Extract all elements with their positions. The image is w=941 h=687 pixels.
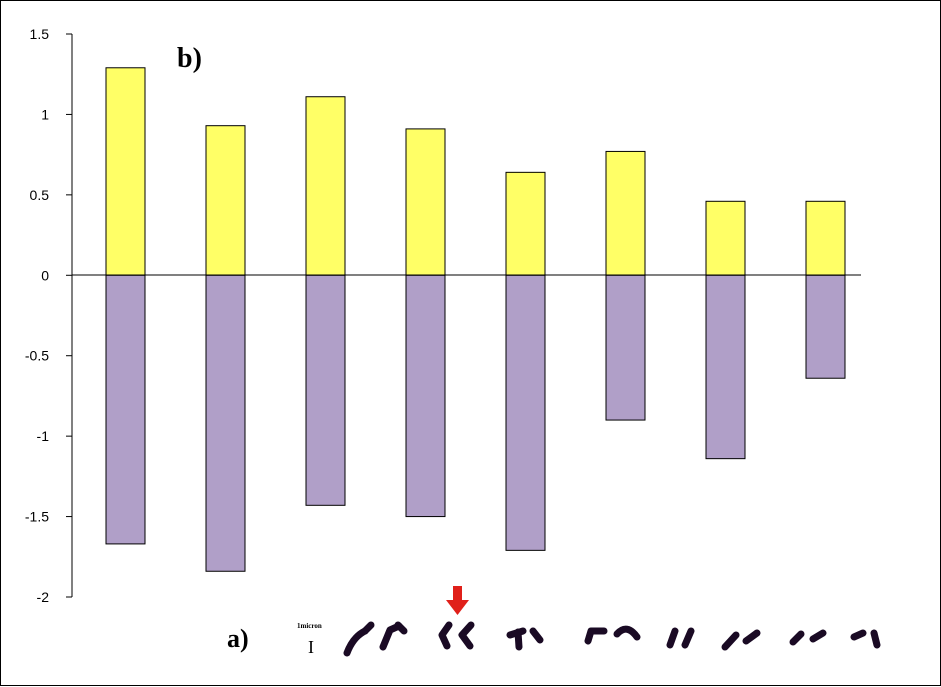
chromosome-ideogram-row — [343, 621, 881, 657]
y-ticks-group: 1.5 1 0.5 0 -0.5 -1 -1.5 -2 — [25, 26, 72, 605]
y-tick-label: -0.5 — [25, 348, 49, 364]
y-tick-label: 0.5 — [30, 187, 50, 203]
bar-positive-5 — [505, 171, 546, 276]
red-arrow-marker — [446, 586, 469, 615]
bar-positive-8 — [805, 200, 846, 276]
bars-group — [105, 67, 846, 572]
bar-negative-1 — [105, 274, 146, 545]
y-tick-label: -1 — [37, 428, 50, 444]
chromosome-1a — [343, 627, 369, 657]
chromosome-8d — [870, 629, 881, 649]
y-tick-label: 1.5 — [30, 26, 50, 42]
scale-bar: 1micron I — [297, 622, 322, 657]
bar-positive-7 — [705, 200, 746, 276]
y-tick-label: -2 — [37, 589, 50, 605]
chromosome-7b — [742, 629, 761, 645]
bar-negative-7 — [705, 274, 746, 460]
chromosome-5a — [584, 627, 608, 645]
chromosome-2b — [394, 621, 408, 635]
chromosome-8c — [850, 629, 867, 641]
bar-positive-3 — [305, 96, 346, 276]
bar-negative-5 — [505, 274, 546, 551]
chromosome-3b — [458, 621, 475, 650]
bar-negative-4 — [405, 274, 446, 518]
panel-label-a: a) — [227, 624, 249, 653]
y-axis — [71, 34, 861, 597]
bar-positive-2 — [205, 125, 246, 276]
chromosome-4c — [529, 627, 544, 644]
bar-positive-6 — [605, 150, 646, 276]
bar-positive-1 — [105, 67, 146, 276]
chromosome-6a — [666, 627, 679, 649]
chromosome-2a — [379, 622, 403, 651]
y-tick-label: -1.5 — [25, 509, 49, 525]
chromosome-5b — [613, 625, 641, 641]
y-tick-label: 1 — [41, 106, 49, 122]
chromosome-7a — [721, 631, 740, 651]
chromosome-8a — [789, 630, 805, 646]
red-arrow-head — [446, 600, 469, 615]
chromosome-4b — [514, 628, 523, 651]
bar-positive-4 — [405, 128, 446, 276]
chromosome-8b — [809, 629, 827, 643]
bar-negative-2 — [205, 274, 246, 572]
bar-negative-6 — [605, 274, 646, 421]
bar-negative-8 — [805, 274, 846, 379]
chromosome-3a — [438, 621, 453, 650]
chromosome-1b — [361, 621, 375, 635]
y-tick-label: 0 — [41, 267, 49, 283]
scale-bar-label: 1micron — [297, 622, 322, 630]
panel-label-b: b) — [177, 43, 202, 74]
chromosome-6b — [681, 627, 695, 649]
red-arrow-shaft — [453, 586, 462, 602]
bar-negative-3 — [305, 274, 346, 506]
scale-bar-glyph: I — [308, 637, 314, 657]
